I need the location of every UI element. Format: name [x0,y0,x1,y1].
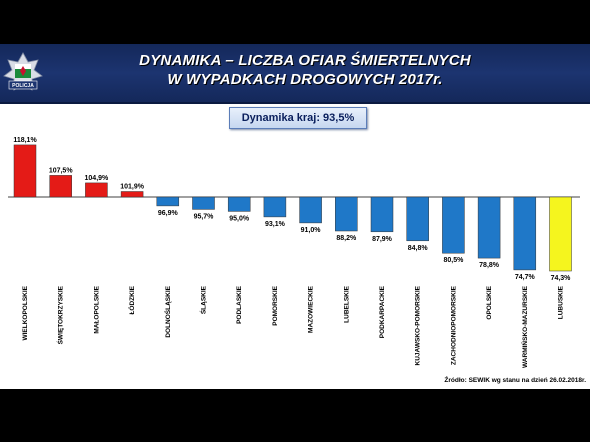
bar-13 [477,196,501,259]
bar-15 [549,196,572,272]
bar-11 [406,196,429,242]
bar-1 [49,175,72,198]
page-title-line-1: DYNAMIKA – LICZBA OFIAR ŚMIERTELNYCH [139,52,471,69]
bar-6 [227,196,251,212]
bar-chart: 118,1% 107,5% 104,9% 101,9% 96,9% 95,7% 95,0% 9… [8,137,580,368]
slide: POLICJA DYNAMIKA – LICZBA OFIAR ŚMIERTEL… [0,44,590,389]
category-labels-group: WIELKOPOLSKIE ŚWIĘTOKRZYSKIE MAŁOPOLSKIE ŁÓ… [22,285,565,368]
category-label-7: POMORSKIE [272,285,279,325]
bar-5 [192,196,215,210]
value-label-15: 74,3% [551,275,572,282]
value-label-7: 93,1% [265,221,286,228]
value-label-3: 101,9% [120,184,145,191]
category-label-9: LUBELSKIE [343,285,350,323]
value-label-5: 95,7% [194,213,215,220]
value-labels-group: 118,1% 107,5% 104,9% 101,9% 96,9% 95,7% 95,0% 9… [13,137,571,282]
bar-8 [299,196,322,224]
value-label-13: 78,8% [479,262,500,269]
value-label-9: 88,2% [336,235,357,242]
bar-2 [85,182,108,198]
national-summary-box: Dynamika kraj: 93,5% [229,107,367,129]
category-label-2: MAŁOPOLSKIE [93,285,100,333]
police-logo-icon: POLICJA [3,52,43,91]
category-label-14: WARMIŃSKO-MAZURSKIE [520,285,529,368]
category-label-5: ŚLĄSKIE [199,285,208,314]
value-label-12: 80,5% [443,257,464,264]
bar-10 [370,196,394,233]
value-label-2: 104,9% [85,175,110,182]
category-label-11: KUJAWSKO-POMORSKIE [415,285,422,365]
page-title-line-2: W WYPADKACH DROGOWYCH 2017r. [167,71,443,88]
category-label-6: PODLASKIE [236,285,243,324]
category-label-15: LUBUSKIE [558,285,565,319]
bar-9 [335,196,358,232]
bar-14 [513,196,537,271]
source-note: Źródło: SEWIK wg stanu na dzień 26.02.20… [444,377,586,384]
category-label-10: PODKARPACKIE [379,285,386,338]
value-label-1: 107,5% [49,167,74,174]
value-label-4: 96,9% [158,210,179,217]
value-label-6: 95,0% [229,215,250,222]
bar-3 [120,191,144,198]
category-label-3: ŁÓDZKIE [127,285,136,314]
bar-7 [263,196,287,218]
svg-text:POLICJA: POLICJA [12,83,34,89]
bar-12 [442,196,465,254]
category-label-4: DOLNOŚLĄSKIE [163,285,172,337]
category-label-1: ŚWIĘTOKRZYSKIE [56,285,65,344]
bars-group [13,144,572,272]
category-label-8: MAZOWIECKIE [308,285,315,333]
value-label-0: 118,1% [13,137,37,144]
category-label-0: WIELKOPOLSKIE [22,285,29,340]
value-label-8: 91,0% [301,227,322,234]
header-banner: POLICJA DYNAMIKA – LICZBA OFIAR ŚMIERTEL… [0,44,590,104]
bar-4 [156,196,180,207]
value-label-11: 84,8% [408,245,429,252]
category-label-13: OPOLSKIE [486,285,493,319]
category-label-12: ZACHODNIOPOMORSKIE [450,285,457,365]
value-label-10: 87,9% [372,236,393,243]
value-label-14: 74,7% [515,274,536,281]
bar-0 [13,144,37,198]
